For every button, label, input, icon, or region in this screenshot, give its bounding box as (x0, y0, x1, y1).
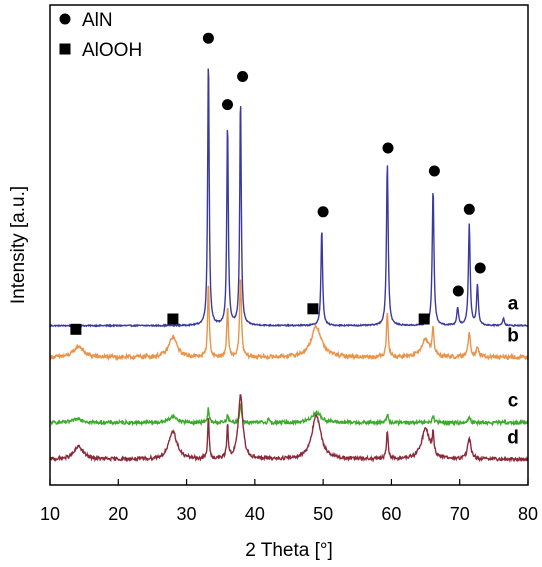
x-tick-label: 30 (177, 504, 197, 524)
legend: AlN AlOOH (59, 10, 142, 61)
series-d-line (49, 394, 529, 464)
plot-frame (49, 4, 529, 486)
y-axis-title: Intensity [a.u.] (8, 186, 29, 304)
label-layer: ab cd (507, 294, 519, 449)
alooh-peak-marker (167, 313, 179, 325)
x-axis-title: 2 Theta [°] (245, 540, 333, 561)
aln-peak-marker (237, 71, 249, 82)
tick-layer: 10 20 30 40 50 60 70 80 (40, 479, 538, 524)
x-tick-label: 80 (518, 504, 538, 524)
series-c-line (49, 403, 529, 427)
x-tick-label: 70 (450, 504, 470, 524)
aln-peak-marker (428, 165, 440, 177)
x-tick-label: 50 (313, 504, 333, 524)
aln-peak-marker (382, 142, 394, 154)
aln-peak-marker (202, 32, 214, 44)
x-tick-label: 10 (40, 504, 60, 524)
series-layer (49, 68, 529, 464)
legend-square-icon (59, 43, 71, 55)
x-tick-label: 40 (245, 504, 265, 524)
series-b-line (49, 279, 529, 362)
aln-peak-marker (222, 99, 233, 111)
alooh-peak-marker (307, 303, 319, 315)
marker-layer (70, 32, 486, 335)
legend-label-aln: AlN (82, 10, 113, 31)
series-b-label: b (507, 325, 519, 346)
x-tick-label: 20 (108, 504, 128, 524)
series-d-label: d (507, 428, 519, 449)
aln-peak-marker (452, 285, 464, 297)
legend-label-alooh: AlOOH (82, 40, 142, 61)
alooh-peak-marker (418, 313, 430, 325)
series-a-line (49, 68, 529, 328)
legend-circle-icon (59, 13, 71, 25)
aln-peak-marker (463, 203, 475, 215)
series-c-label: c (508, 391, 519, 412)
x-tick-label: 60 (381, 504, 401, 524)
aln-peak-marker (317, 206, 329, 218)
alooh-peak-marker (70, 323, 82, 335)
aln-peak-marker (474, 262, 486, 274)
series-a-label: a (508, 294, 519, 315)
